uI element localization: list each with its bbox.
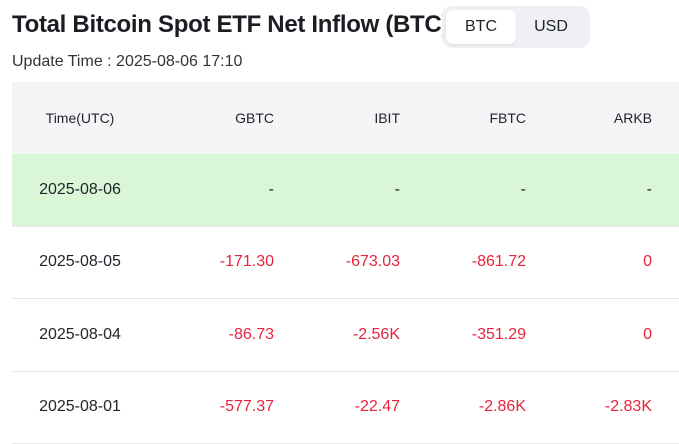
table-header-row: Time(UTC) GBTC IBIT FBTC ARKB (12, 82, 679, 154)
table-row: 2025-08-04 -86.73 -2.56K -351.29 0 (12, 299, 679, 372)
page-title: Total Bitcoin Spot ETF Net Inflow (BTC) (12, 11, 450, 38)
table-row: 2025-08-05 -171.30 -673.03 -861.72 0 (12, 227, 679, 299)
column-header-arkb: ARKB (613, 110, 652, 126)
etf-flow-table: Time(UTC) GBTC IBIT FBTC ARKB 2025-08-06… (12, 82, 679, 444)
column-header-time: Time(UTC) (45, 110, 115, 126)
cell-fbtc: -351.29 (471, 325, 526, 343)
column-header-gbtc: GBTC (235, 110, 274, 126)
cell-gbtc: -86.73 (228, 325, 274, 343)
cell-gbtc: -577.37 (219, 398, 274, 416)
cell-arkb: -2.83K (604, 398, 652, 416)
column-header-ibit: IBIT (374, 110, 400, 126)
cell-ibit: -673.03 (345, 253, 400, 271)
table-row: 2025-08-06 - - - - (12, 154, 679, 227)
cell-fbtc: -2.86K (478, 398, 526, 416)
cell-ibit: -22.47 (354, 398, 400, 416)
cell-arkb: 0 (643, 253, 652, 271)
cell-fbtc: -861.72 (471, 253, 526, 271)
row-date: 2025-08-04 (39, 325, 121, 343)
row-date: 2025-08-06 (39, 180, 121, 198)
update-time: Update Time : 2025-08-06 17:10 (12, 53, 243, 70)
unit-toggle: BTC USD (442, 6, 590, 48)
cell-gbtc: -171.30 (219, 253, 274, 271)
cell-gbtc: - (268, 180, 274, 198)
cell-ibit: -2.56K (352, 325, 400, 343)
row-date: 2025-08-05 (39, 253, 121, 271)
toggle-usd-button[interactable]: USD (534, 18, 568, 35)
table-row: 2025-08-01 -577.37 -22.47 -2.86K -2.83K (12, 372, 679, 444)
page-header: Total Bitcoin Spot ETF Net Inflow (BTC) … (12, 6, 679, 48)
cell-arkb: 0 (643, 325, 652, 343)
cell-ibit: - (394, 180, 400, 198)
cell-arkb: - (646, 180, 652, 198)
toggle-btc-button[interactable]: BTC (446, 10, 516, 44)
column-header-fbtc: FBTC (489, 110, 526, 126)
row-date: 2025-08-01 (39, 398, 121, 416)
cell-fbtc: - (520, 180, 526, 198)
